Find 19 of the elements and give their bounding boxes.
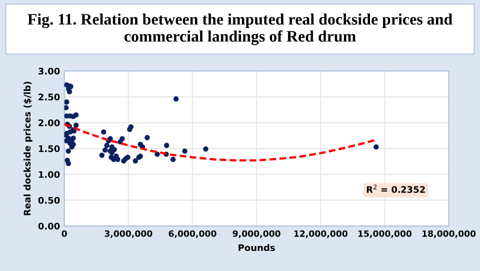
x-tick-label: 0: [62, 230, 67, 237]
y-tick-label: 1.50: [38, 145, 60, 152]
y-tick-label: 1.00: [38, 171, 60, 178]
x-tick-label: 9,000,000: [232, 230, 280, 238]
y-tick-label: 2.00: [38, 119, 60, 126]
x-axis-title: Pounds: [238, 244, 275, 252]
annotation: R$^{2}$ = 0.2352: [366, 184, 425, 193]
y-tick-label: 2.50: [38, 94, 60, 100]
y-tick-label: 0.50: [38, 196, 60, 204]
x-tick-label: 18,000,000: [422, 230, 476, 238]
line-series: [64, 123, 378, 162]
y-tick-label: 0.00: [38, 222, 60, 230]
x-tick-label: 3,000,000: [104, 230, 152, 238]
chart-title: Fig. 11. Relation between the imputed real dockside prices and commercial landings of Red drum: [28, 13, 452, 46]
x-tick-label: 15,000,000: [358, 230, 412, 238]
x-tick-label: 12,000,000: [294, 230, 348, 238]
y-axis-title: Real dockside prices ($/lb): [24, 82, 32, 216]
x-tick-label: 6,000,000: [168, 230, 216, 238]
y-tick-label: 3.00: [38, 68, 60, 75]
